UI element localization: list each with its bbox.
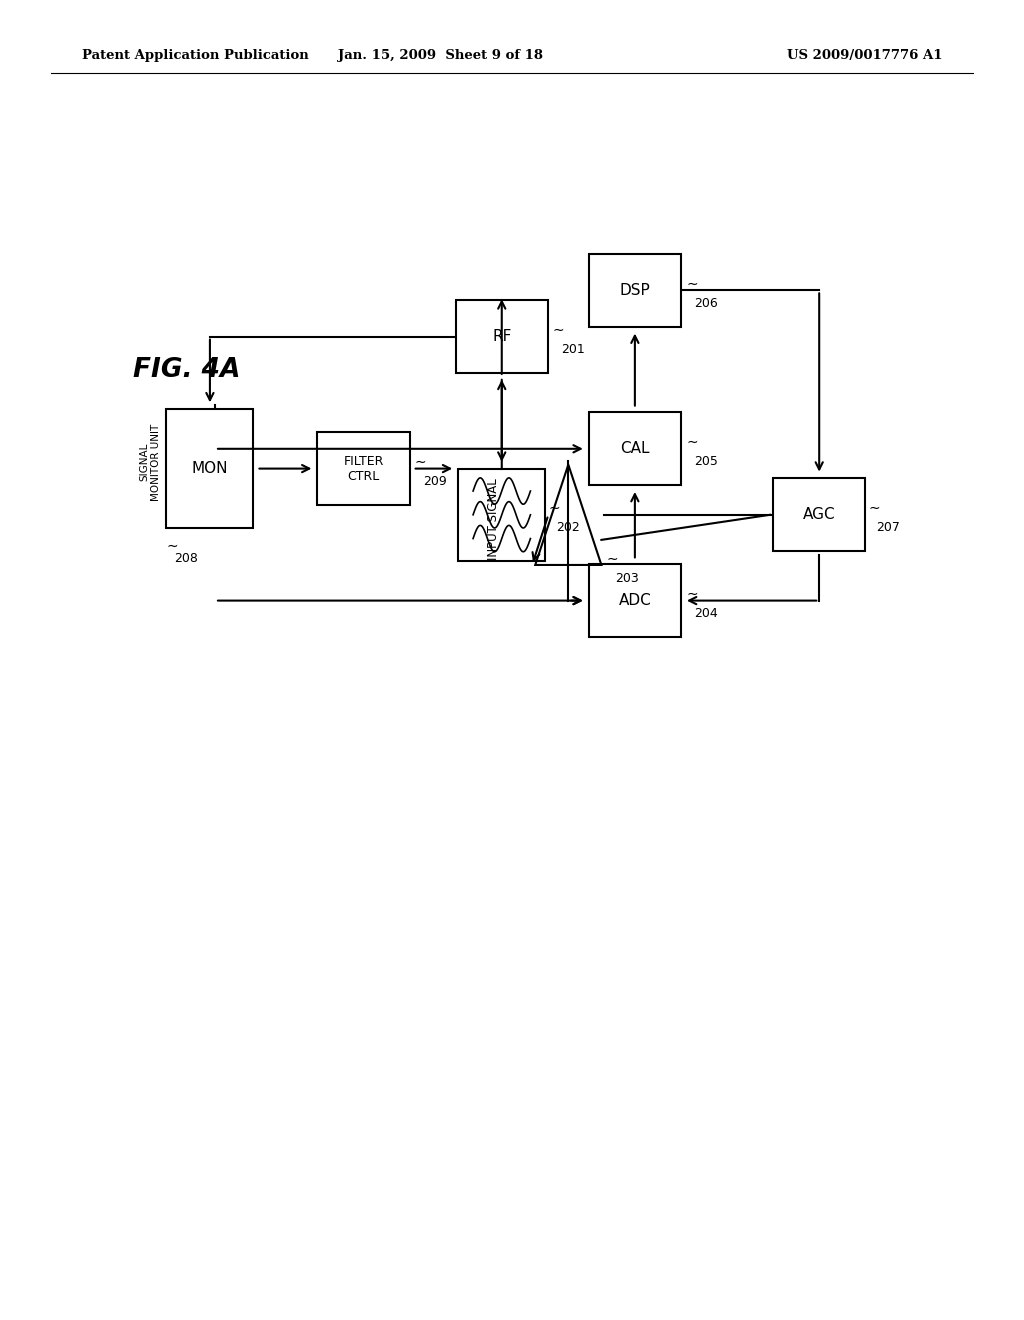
- Text: ∼: ∼: [686, 587, 697, 601]
- Text: FIG. 4A: FIG. 4A: [133, 356, 241, 383]
- Text: US 2009/0017776 A1: US 2009/0017776 A1: [786, 49, 942, 62]
- Text: CAL: CAL: [621, 441, 649, 457]
- FancyBboxPatch shape: [589, 412, 681, 484]
- FancyBboxPatch shape: [456, 300, 548, 372]
- Text: 207: 207: [877, 521, 900, 535]
- Text: AGC: AGC: [803, 507, 836, 523]
- Text: 202: 202: [557, 521, 581, 535]
- Text: DSP: DSP: [620, 282, 650, 298]
- Text: 204: 204: [694, 607, 718, 620]
- Text: FILTER
CTRL: FILTER CTRL: [343, 454, 384, 483]
- Text: 203: 203: [614, 572, 638, 585]
- Text: 209: 209: [423, 475, 446, 488]
- FancyBboxPatch shape: [589, 253, 681, 326]
- FancyBboxPatch shape: [317, 432, 410, 504]
- Text: 201: 201: [561, 343, 585, 356]
- FancyBboxPatch shape: [773, 478, 865, 552]
- Text: 208: 208: [174, 552, 199, 565]
- Text: Jan. 15, 2009  Sheet 9 of 18: Jan. 15, 2009 Sheet 9 of 18: [338, 49, 543, 62]
- Text: 205: 205: [694, 455, 718, 469]
- FancyBboxPatch shape: [589, 564, 681, 636]
- Text: ∼: ∼: [686, 277, 697, 290]
- Text: SIGNAL
MONITOR UNIT: SIGNAL MONITOR UNIT: [139, 424, 161, 500]
- Text: 206: 206: [694, 297, 718, 310]
- Text: ∼: ∼: [549, 502, 560, 515]
- Text: RF: RF: [493, 329, 511, 345]
- Text: Patent Application Publication: Patent Application Publication: [82, 49, 308, 62]
- Text: ∼: ∼: [553, 323, 564, 337]
- Text: INPUT SIGNAL: INPUT SIGNAL: [487, 478, 500, 560]
- FancyBboxPatch shape: [166, 409, 254, 528]
- Text: ∼: ∼: [686, 436, 697, 449]
- Text: ∼: ∼: [868, 502, 880, 515]
- Text: ∼: ∼: [606, 552, 618, 565]
- Text: ADC: ADC: [618, 593, 651, 609]
- FancyBboxPatch shape: [459, 469, 545, 561]
- Text: ∼: ∼: [166, 539, 178, 553]
- Text: ∼: ∼: [415, 455, 426, 469]
- Text: MON: MON: [191, 461, 228, 477]
